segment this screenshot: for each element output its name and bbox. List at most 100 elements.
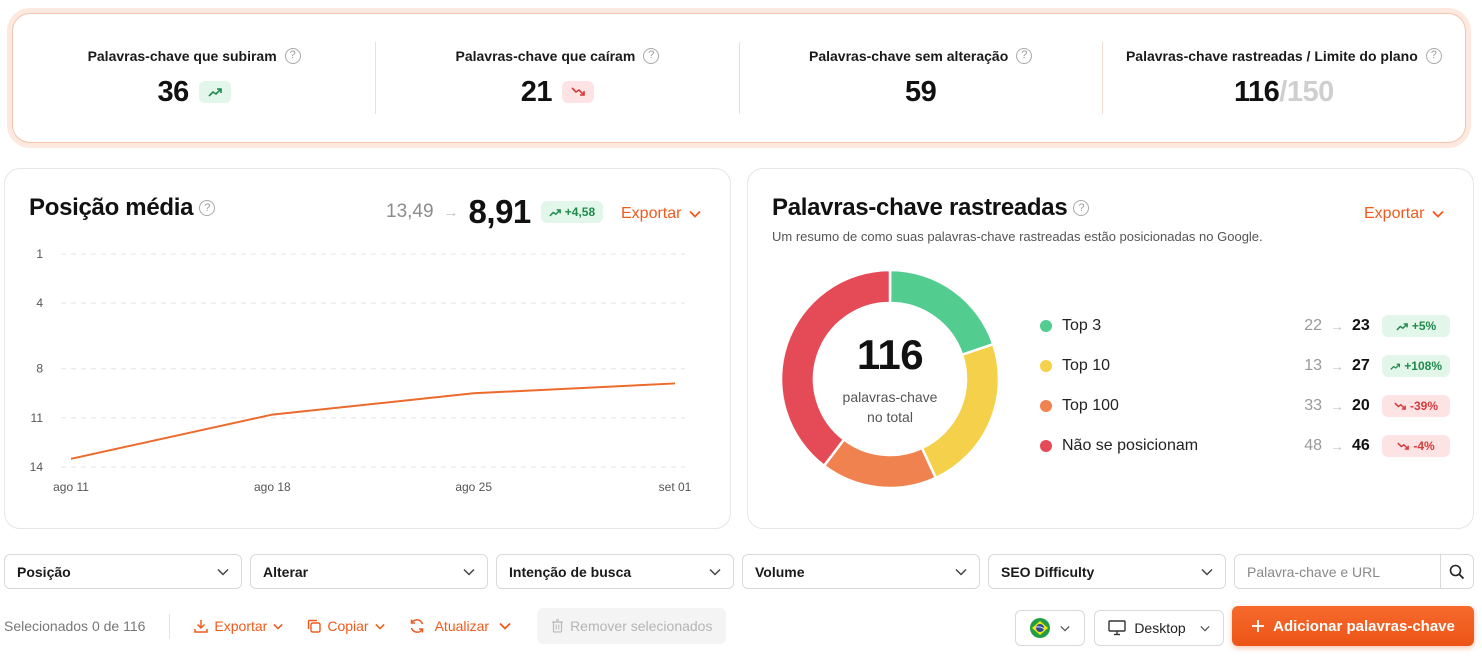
delta-badge: -39%: [1382, 395, 1450, 417]
legend-item: Não se posicionam 48 → 46 -4%: [1040, 426, 1450, 466]
refresh-icon: [410, 619, 423, 633]
delta-value: -4%: [1413, 439, 1435, 453]
plan-limit: /150: [1279, 75, 1334, 108]
delta-value: +5%: [1411, 319, 1437, 333]
keyword-search: [1234, 554, 1474, 589]
stat-label: Palavras-chave rastreadas / Limite do pl…: [1125, 47, 1418, 64]
country-select[interactable]: [1015, 610, 1085, 646]
trend-up-icon: [198, 81, 231, 103]
legend-current: 46: [1352, 437, 1370, 454]
chevron-down-icon: [1201, 568, 1213, 576]
stat-keywords-unchanged: Palavras-chave sem alteração ? 59: [740, 42, 1103, 114]
delta-value: +108%: [1404, 359, 1442, 373]
legend-previous: 48: [1304, 437, 1322, 454]
brazil-flag-icon: [1030, 618, 1050, 638]
delta-value: -39%: [1409, 399, 1438, 413]
chevron-down-icon: [689, 210, 702, 218]
chevron-down-icon: [217, 568, 229, 576]
legend-current: 27: [1352, 357, 1370, 374]
add-keywords-button[interactable]: Adicionar palavras-chave: [1232, 606, 1474, 646]
search-icon: [1449, 564, 1465, 579]
export-button[interactable]: Exportar: [1364, 205, 1445, 223]
desktop-icon: [1108, 620, 1127, 636]
tracked-keywords-panel: Palavras-chave rastreadas ? Um resumo de…: [747, 168, 1474, 529]
filter-search-intent[interactable]: Intenção de busca: [496, 554, 734, 589]
x-tick-label: set 01: [659, 480, 692, 494]
plus-icon: [1252, 620, 1265, 632]
legend-dot: [1040, 360, 1052, 372]
legend-label: Top 10: [1062, 357, 1111, 374]
stat-keywords-down: Palavras-chave que caíram ? 21: [376, 42, 740, 114]
chevron-down-icon: [273, 623, 284, 630]
copy-button[interactable]: Copiar: [307, 618, 385, 634]
trend-up-icon: [549, 208, 561, 216]
delta-badge: -4%: [1382, 435, 1450, 457]
y-tick-label: 1: [36, 247, 43, 261]
stat-value: 116: [1234, 75, 1280, 108]
selection-count: Selecionados 0 de 116: [4, 614, 171, 638]
filter-bar: Posição Alterar Intenção de busca Volume…: [4, 554, 1474, 589]
stat-value: 59: [904, 75, 937, 108]
refresh-button[interactable]: Atualizar: [409, 618, 511, 634]
panel-title: Posição média: [29, 194, 194, 221]
y-tick-label: 14: [30, 460, 44, 474]
arrow-right-icon: →: [1330, 318, 1344, 334]
legend-current: 23: [1352, 317, 1370, 334]
series-line: [70, 382, 676, 460]
download-icon: [194, 620, 209, 633]
x-tick-label: ago 11: [53, 480, 89, 494]
trend-up-icon: [1396, 322, 1408, 330]
chevron-down-icon: [463, 568, 475, 576]
trend-down-icon: [1394, 402, 1406, 410]
donut-slice: [780, 269, 892, 468]
panel-title: Palavras-chave rastreadas: [772, 194, 1068, 221]
legend-item: Top 3 22 → 23 +5%: [1040, 306, 1450, 346]
help-icon[interactable]: ?: [284, 47, 301, 64]
filter-change[interactable]: Alterar: [250, 554, 488, 589]
legend-previous: 13: [1304, 357, 1322, 374]
chevron-down-icon: [1200, 625, 1210, 631]
trend-up-icon: [1390, 363, 1401, 370]
donut-total: 116: [856, 331, 924, 378]
help-icon[interactable]: ?: [1425, 47, 1442, 64]
help-icon[interactable]: ?: [1016, 47, 1033, 64]
help-icon[interactable]: ?: [1073, 200, 1090, 216]
chevron-down-icon: [499, 622, 511, 630]
x-tick-label: ago 18: [254, 480, 291, 494]
copy-icon: [308, 619, 322, 633]
filter-volume[interactable]: Volume: [742, 554, 980, 589]
chevron-down-icon: [709, 568, 721, 576]
chevron-down-icon: [374, 623, 385, 630]
legend-previous: 22: [1304, 317, 1322, 334]
help-icon[interactable]: ?: [643, 47, 660, 64]
y-tick-label: 11: [31, 411, 44, 425]
search-button[interactable]: [1440, 555, 1473, 588]
donut-legend: Top 3 22 → 23 +5% Top 10 13 → 27 +108% Top 100 33 → 2…: [1040, 306, 1450, 466]
legend-dot: [1040, 400, 1052, 412]
filter-seo-difficulty[interactable]: SEO Difficulty: [988, 554, 1226, 589]
arrow-right-icon: →: [1330, 438, 1344, 454]
legend-label: Top 3: [1062, 317, 1102, 334]
summary-card: Palavras-chave que subiram ? 36 Palavras…: [12, 13, 1466, 143]
filter-position[interactable]: Posição: [4, 554, 242, 589]
stat-value: 21: [520, 75, 553, 108]
export-button[interactable]: Exportar: [621, 205, 702, 223]
trend-down-icon: [1397, 442, 1410, 450]
delta-value: +4,58: [564, 205, 596, 219]
trend-down-icon: [562, 81, 594, 103]
search-input[interactable]: [1235, 555, 1440, 588]
y-tick-label: 8: [36, 362, 43, 376]
help-icon[interactable]: ?: [199, 200, 216, 216]
device-select[interactable]: Desktop: [1094, 610, 1224, 646]
export-button[interactable]: Exportar: [194, 618, 284, 634]
legend-label: Não se posicionam: [1062, 437, 1199, 454]
panel-subtitle: Um resumo de como suas palavras-chave ra…: [772, 229, 1263, 244]
avg-position-summary: 13,49 → 8,91 +4,58: [386, 193, 604, 231]
bulk-toolbar: Selecionados 0 de 116 Exportar Copiar At…: [4, 606, 727, 646]
remove-selected-button[interactable]: Remover selecionados: [537, 608, 727, 644]
chevron-down-icon: [1060, 625, 1070, 631]
legend-dot: [1040, 440, 1052, 452]
stat-label: Palavras-chave sem alteração: [809, 47, 1009, 64]
delta-badge: +108%: [1382, 355, 1450, 377]
